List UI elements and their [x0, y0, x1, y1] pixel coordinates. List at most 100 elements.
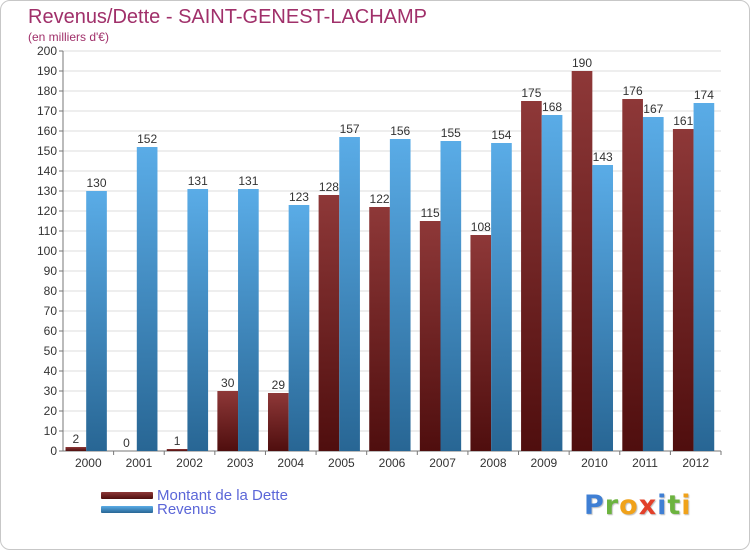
logo-letter: x — [638, 490, 658, 521]
bar-revenus-2007 — [440, 141, 462, 451]
y-tick-label: 140 — [37, 164, 57, 178]
x-tick-label-2006: 2006 — [379, 456, 406, 470]
bar-dette-2006 — [369, 207, 390, 451]
x-tick-label-2007: 2007 — [429, 456, 456, 470]
bar-revenus-2010 — [592, 165, 614, 451]
x-tick-label-2002: 2002 — [176, 456, 203, 470]
legend-item-dette: Montant de la Dette — [101, 486, 288, 504]
bar-dette-2011 — [622, 99, 643, 451]
bar-dette-2003 — [217, 391, 239, 451]
data-label-revenus-2006: 156 — [390, 124, 410, 138]
data-label-dette-2005: 128 — [319, 180, 339, 194]
data-label-revenus-2007: 155 — [441, 126, 461, 140]
y-tick-label: 200 — [37, 44, 57, 58]
data-label-dette-2001: 0 — [123, 436, 130, 450]
data-label-revenus-2011: 167 — [643, 102, 663, 116]
data-label-revenus-2008: 154 — [491, 128, 511, 142]
data-label-revenus-2000: 130 — [87, 176, 107, 190]
x-tick-label-2004: 2004 — [277, 456, 304, 470]
bar-revenus-2005 — [339, 137, 360, 451]
logo-letter: t — [667, 490, 682, 521]
y-tick-label: 130 — [37, 184, 57, 198]
data-label-dette-2011: 176 — [623, 84, 643, 98]
bar-dette-2009 — [521, 101, 542, 451]
y-tick-label: 70 — [44, 304, 58, 318]
y-tick-label: 0 — [50, 444, 57, 458]
logo-letter: i — [681, 490, 692, 521]
bar-dette-2010 — [571, 71, 593, 451]
logo-letter: P — [584, 490, 605, 521]
logo-letter: r — [604, 490, 620, 521]
proxiti-logo: Proxiti — [584, 490, 692, 521]
y-tick-label: 50 — [44, 344, 58, 358]
y-tick-label: 90 — [44, 264, 58, 278]
data-label-revenus-2001: 152 — [137, 132, 157, 146]
bar-dette-2005 — [318, 195, 340, 451]
x-tick-label-2009: 2009 — [530, 456, 557, 470]
y-tick-label: 20 — [44, 404, 58, 418]
chart-subtitle: (en milliers d'€) — [28, 30, 109, 44]
data-label-dette-2004: 29 — [272, 378, 286, 392]
y-tick-label: 150 — [37, 144, 57, 158]
data-label-dette-2006: 122 — [370, 192, 390, 206]
x-tick-label-2012: 2012 — [682, 456, 709, 470]
legend-item-revenus: Revenus — [101, 500, 216, 518]
data-label-revenus-2009: 168 — [542, 100, 562, 114]
bar-revenus-2001 — [136, 147, 158, 451]
chart-title: Revenus/Dette - SAINT-GENEST-LACHAMP — [28, 6, 428, 28]
bar-revenus-2000 — [86, 191, 107, 451]
y-tick-label: 180 — [37, 84, 57, 98]
bar-revenus-2008 — [491, 143, 512, 451]
x-tick-label-2001: 2001 — [126, 456, 153, 470]
data-label-revenus-2002: 131 — [188, 174, 208, 188]
data-label-dette-2009: 175 — [521, 86, 541, 100]
y-tick-label: 30 — [44, 384, 58, 398]
logo-letter: i — [657, 490, 668, 521]
data-label-revenus-2003: 131 — [238, 174, 258, 188]
legend-swatch-dette — [101, 491, 153, 499]
y-tick-label: 160 — [37, 124, 57, 138]
data-label-revenus-2004: 123 — [289, 190, 309, 204]
y-tick-label: 120 — [37, 204, 57, 218]
legend-label-dette: Montant de la Dette — [157, 486, 288, 504]
bar-dette-2008 — [470, 235, 492, 451]
x-tick-label-2008: 2008 — [480, 456, 507, 470]
y-tick-label: 190 — [37, 64, 57, 78]
data-label-revenus-2010: 143 — [593, 150, 613, 164]
legend-label-revenus: Revenus — [157, 500, 217, 518]
y-tick-label: 80 — [44, 284, 58, 298]
legend-swatch-revenus — [101, 505, 153, 513]
y-tick-label: 100 — [37, 244, 57, 258]
bar-revenus-2011 — [642, 117, 664, 451]
bar-dette-2004 — [267, 393, 289, 451]
logo-letter: o — [619, 490, 639, 521]
x-tick-label-2005: 2005 — [328, 456, 355, 470]
bar-revenus-2003 — [238, 189, 259, 451]
y-tick-label: 110 — [38, 224, 57, 238]
x-tick-label-2003: 2003 — [227, 456, 254, 470]
data-label-revenus-2012: 174 — [694, 88, 714, 102]
bar-dette-2000 — [65, 447, 87, 451]
y-tick-label: 10 — [44, 424, 58, 438]
data-label-dette-2008: 108 — [471, 220, 491, 234]
data-label-revenus-2005: 157 — [340, 122, 360, 136]
x-tick-label-2010: 2010 — [581, 456, 608, 470]
data-label-dette-2003: 30 — [221, 376, 235, 390]
data-label-dette-2002: 1 — [174, 434, 181, 448]
y-tick-label: 40 — [44, 364, 58, 378]
data-label-dette-2010: 190 — [572, 56, 592, 70]
y-tick-label: 60 — [44, 324, 58, 338]
data-label-dette-2000: 2 — [73, 432, 80, 446]
bar-dette-2012 — [672, 129, 694, 451]
y-tick-label: 170 — [37, 104, 57, 118]
data-label-dette-2012: 161 — [673, 114, 693, 128]
x-tick-label-2000: 2000 — [75, 456, 102, 470]
bar-dette-2002 — [166, 449, 188, 451]
bar-dette-2007 — [419, 221, 441, 451]
x-tick-label-2011: 2011 — [632, 456, 658, 470]
bar-revenus-2009 — [541, 115, 563, 451]
bar-revenus-2012 — [693, 103, 715, 451]
bar-revenus-2006 — [389, 139, 411, 451]
